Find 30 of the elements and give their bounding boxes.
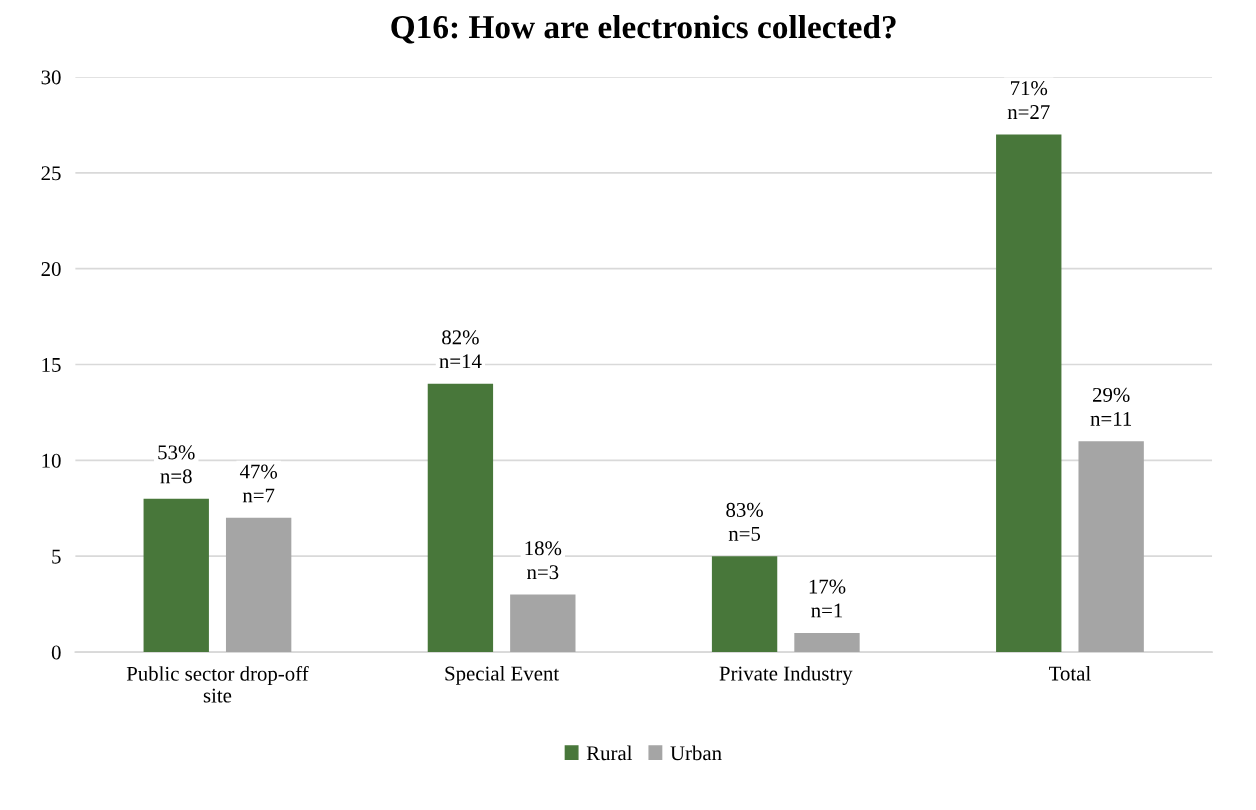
y-tick-label: 30 bbox=[41, 70, 61, 85]
data-label: 71% n=27 bbox=[1007, 81, 1050, 119]
x-tick-label: Special Event bbox=[445, 665, 560, 685]
x-tick-label: Private Industry bbox=[719, 665, 853, 685]
bar bbox=[711, 556, 778, 653]
legend-label: Urban bbox=[670, 745, 722, 761]
x-tick-label: Total bbox=[1049, 665, 1091, 681]
y-tick-label: 20 bbox=[41, 262, 61, 277]
bar bbox=[1078, 441, 1144, 653]
y-tick-label: 0 bbox=[51, 645, 61, 660]
data-label: 82% n=14 bbox=[439, 330, 482, 369]
data-label: 29% n=11 bbox=[1090, 387, 1132, 426]
data-label: 47% n=7 bbox=[239, 464, 278, 503]
bar bbox=[143, 498, 209, 653]
legend-label: Rural bbox=[586, 745, 633, 761]
bar bbox=[996, 134, 1062, 653]
data-label: 83% n=5 bbox=[726, 502, 763, 541]
data-label: 18% n=3 bbox=[525, 541, 562, 580]
bar bbox=[427, 383, 494, 653]
data-label: 53% n=8 bbox=[158, 445, 195, 484]
y-tick-label: 15 bbox=[42, 357, 61, 372]
y-tick-label: 5 bbox=[52, 549, 61, 564]
y-tick-label: 10 bbox=[42, 453, 61, 468]
x-tick-label: Public sector drop-off site bbox=[126, 665, 309, 703]
bar bbox=[510, 594, 576, 653]
chart-title: Q16: How are electronics collected? bbox=[391, 14, 896, 44]
bar bbox=[794, 632, 860, 653]
bar bbox=[225, 517, 292, 653]
data-label: 17% n=1 bbox=[809, 579, 846, 618]
y-tick-label: 25 bbox=[41, 166, 61, 181]
